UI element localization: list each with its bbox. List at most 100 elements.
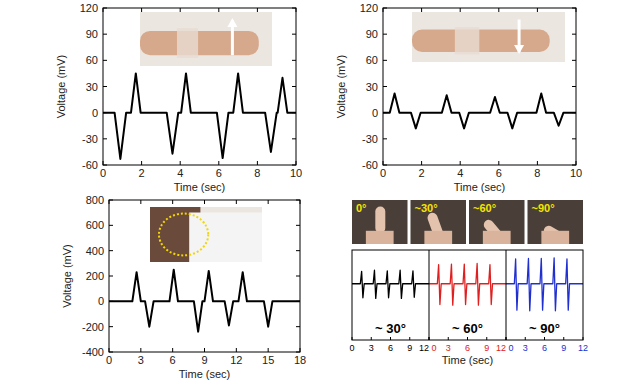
x-tick — [498, 8, 499, 12]
y-tick — [292, 86, 296, 87]
photo-finger — [542, 224, 570, 246]
photo — [352, 200, 408, 244]
x-tick-label: 0 — [380, 167, 386, 179]
series-line — [506, 258, 583, 311]
photo — [528, 200, 584, 244]
series-line — [109, 270, 300, 332]
y-tick-label: -400 — [82, 346, 104, 358]
plot-frame — [383, 8, 576, 165]
y-tick — [572, 138, 576, 139]
x-tick-label: 9 — [484, 343, 489, 353]
x-tick — [204, 200, 205, 204]
y-tick-label: 200 — [86, 270, 104, 282]
photo-hand — [483, 231, 511, 244]
y-tick-label: 400 — [86, 245, 104, 257]
y-tick-label: 90 — [366, 28, 378, 40]
y-tick — [109, 326, 113, 327]
x-tick — [498, 161, 499, 165]
x-tick — [537, 8, 538, 12]
y-tick-label: 0 — [92, 107, 98, 119]
photo-sensor — [177, 28, 198, 58]
photo-arrowhead — [514, 45, 524, 54]
photo-finger — [375, 207, 385, 233]
x-tick — [257, 8, 258, 12]
y-axis-label: Voltage (mV) — [335, 55, 347, 119]
x-tick — [236, 348, 237, 352]
x-tick-label: 2 — [139, 167, 145, 179]
y-tick — [103, 34, 107, 35]
x-tick — [537, 161, 538, 165]
y-tick-label: 0 — [98, 295, 104, 307]
x-tick-label: 18 — [294, 354, 306, 366]
x-tick — [236, 200, 237, 204]
x-tick — [140, 348, 141, 352]
plot-area — [352, 270, 429, 298]
photo-label: ~60° — [473, 202, 496, 214]
y-tick-label: 30 — [366, 81, 378, 93]
photo-hand — [424, 231, 452, 244]
plot-area — [429, 264, 506, 306]
y-tick — [296, 276, 300, 277]
x-tick-label: 12 — [230, 354, 242, 366]
figure: -60-3003060901200246810Time (sec)Voltage… — [0, 0, 640, 384]
y-tick — [296, 326, 300, 327]
x-tick-label: 12 — [496, 343, 506, 353]
photo-arm — [412, 30, 550, 53]
x-tick — [172, 200, 173, 204]
y-tick — [109, 250, 113, 251]
x-tick — [421, 8, 422, 12]
x-tick-label: 10 — [290, 167, 302, 179]
series-label: ~ 60° — [452, 321, 483, 336]
y-tick — [103, 60, 107, 61]
y-axis-label: Voltage (mV) — [61, 244, 73, 308]
series-line — [383, 93, 576, 128]
photo — [469, 200, 525, 244]
y-tick — [292, 60, 296, 61]
x-tick-label: 0 — [508, 343, 513, 353]
x-tick — [180, 161, 181, 165]
photo-hand — [541, 231, 569, 244]
x-tick-label: 8 — [534, 167, 540, 179]
y-tick-label: -60 — [82, 159, 98, 171]
y-tick — [292, 138, 296, 139]
y-tick — [109, 276, 113, 277]
y-tick — [383, 138, 387, 139]
x-tick — [460, 161, 461, 165]
x-tick-label: 6 — [496, 167, 502, 179]
x-tick-label: 6 — [170, 354, 176, 366]
photo-sensor — [455, 27, 479, 55]
x-tick-label: 4 — [457, 167, 463, 179]
y-tick — [572, 86, 576, 87]
x-tick — [141, 8, 142, 12]
x-axis-label: Time (sec) — [454, 181, 506, 193]
x-tick-label: 0 — [431, 343, 436, 353]
x-tick-label: 9 — [201, 354, 207, 366]
y-tick-label: 120 — [80, 2, 98, 14]
x-tick-label: 3 — [446, 343, 451, 353]
photo-arrowhead — [227, 18, 237, 27]
x-tick — [172, 348, 173, 352]
photo-inset — [150, 207, 262, 262]
photo-hand — [366, 231, 394, 244]
plot-frame — [109, 200, 300, 352]
photo-label: 0° — [356, 202, 367, 214]
x-tick-label: 0 — [100, 167, 106, 179]
series-line — [352, 270, 429, 298]
x-tick — [204, 348, 205, 352]
x-tick-label: 3 — [138, 354, 144, 366]
y-tick — [296, 250, 300, 251]
x-tick — [218, 161, 219, 165]
y-tick-label: -30 — [362, 133, 378, 145]
x-tick-label: 2 — [419, 167, 425, 179]
chart-panel: -400-20002004006008000369121518Time (sec… — [61, 194, 306, 380]
y-tick-label: 800 — [86, 194, 104, 206]
x-tick-label: 0 — [106, 354, 112, 366]
y-tick — [383, 86, 387, 87]
series-label: ~ 30° — [375, 321, 406, 336]
x-tick-label: 0 — [349, 343, 354, 353]
x-tick-label: 6 — [216, 167, 222, 179]
y-axis-label: Voltage (mV) — [55, 55, 67, 119]
x-axis-label: Time (sec) — [174, 181, 226, 193]
y-tick — [572, 60, 576, 61]
x-tick — [460, 8, 461, 12]
